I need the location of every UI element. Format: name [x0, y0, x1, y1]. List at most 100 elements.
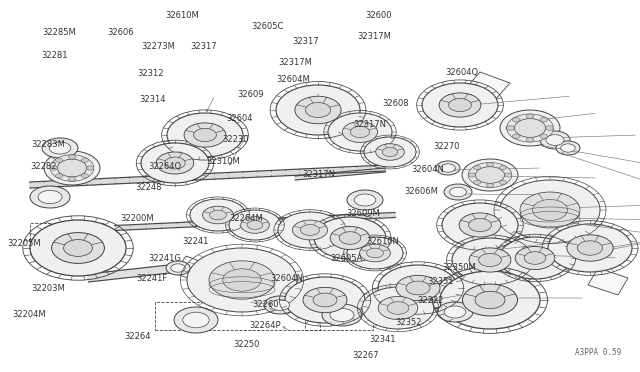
Ellipse shape — [459, 213, 501, 237]
Polygon shape — [465, 72, 510, 100]
Text: 32604N: 32604N — [270, 274, 303, 283]
Text: 32609: 32609 — [237, 90, 264, 99]
Ellipse shape — [475, 291, 505, 309]
Ellipse shape — [507, 114, 554, 142]
Ellipse shape — [50, 155, 94, 181]
Ellipse shape — [387, 302, 409, 314]
Text: 32317: 32317 — [292, 37, 319, 46]
Ellipse shape — [203, 206, 234, 224]
Text: 32351: 32351 — [427, 278, 454, 286]
Text: 32604: 32604 — [227, 114, 253, 123]
Ellipse shape — [278, 212, 342, 248]
Ellipse shape — [406, 281, 430, 295]
Ellipse shape — [56, 158, 63, 163]
Ellipse shape — [507, 126, 515, 130]
Polygon shape — [174, 256, 218, 285]
Text: 32241G: 32241G — [148, 254, 182, 263]
Ellipse shape — [469, 248, 511, 272]
Ellipse shape — [42, 138, 78, 158]
Ellipse shape — [520, 192, 580, 228]
Polygon shape — [588, 268, 628, 295]
Ellipse shape — [476, 167, 504, 183]
Ellipse shape — [193, 128, 216, 142]
Text: 32264: 32264 — [124, 332, 151, 341]
Ellipse shape — [499, 180, 506, 185]
Ellipse shape — [463, 284, 518, 316]
Ellipse shape — [264, 296, 296, 314]
Text: 32285M: 32285M — [42, 28, 76, 37]
Ellipse shape — [468, 218, 492, 232]
Ellipse shape — [364, 137, 416, 167]
Text: 32264M: 32264M — [230, 214, 263, 223]
Ellipse shape — [63, 240, 92, 256]
Text: 32204M: 32204M — [12, 310, 45, 319]
Ellipse shape — [68, 155, 76, 159]
Ellipse shape — [449, 99, 472, 112]
Ellipse shape — [247, 221, 263, 230]
Text: 32264P: 32264P — [250, 321, 282, 330]
Text: 32312: 32312 — [137, 69, 164, 78]
Ellipse shape — [223, 269, 261, 291]
Ellipse shape — [396, 275, 440, 301]
Ellipse shape — [378, 265, 458, 311]
Ellipse shape — [354, 194, 376, 206]
Ellipse shape — [276, 85, 360, 135]
Ellipse shape — [209, 261, 275, 299]
Text: 32273M: 32273M — [142, 42, 175, 51]
Ellipse shape — [512, 134, 520, 139]
Ellipse shape — [330, 308, 354, 322]
Ellipse shape — [479, 253, 501, 267]
Ellipse shape — [561, 144, 575, 152]
Text: 32341: 32341 — [369, 335, 396, 344]
Ellipse shape — [56, 174, 63, 178]
Text: 32317N: 32317N — [302, 170, 335, 179]
Ellipse shape — [187, 248, 297, 312]
Text: 32270: 32270 — [433, 142, 460, 151]
Ellipse shape — [328, 113, 392, 151]
Ellipse shape — [499, 166, 506, 170]
Ellipse shape — [524, 252, 546, 264]
Ellipse shape — [486, 163, 493, 167]
Text: 32605C: 32605C — [252, 22, 284, 31]
Ellipse shape — [295, 96, 341, 124]
Ellipse shape — [577, 241, 603, 255]
Ellipse shape — [452, 238, 528, 282]
Ellipse shape — [190, 199, 246, 231]
Ellipse shape — [436, 161, 460, 175]
Text: 32606: 32606 — [107, 28, 134, 37]
Ellipse shape — [330, 227, 370, 250]
Ellipse shape — [305, 103, 331, 118]
Ellipse shape — [303, 287, 347, 312]
Ellipse shape — [165, 157, 185, 169]
Text: 32260: 32260 — [252, 300, 279, 309]
Text: 32600: 32600 — [365, 11, 392, 20]
Ellipse shape — [347, 190, 383, 210]
Text: 32604N: 32604N — [411, 165, 444, 174]
Ellipse shape — [166, 261, 190, 275]
Ellipse shape — [30, 186, 70, 208]
Text: 32350M: 32350M — [443, 263, 476, 272]
Ellipse shape — [339, 232, 361, 244]
Ellipse shape — [313, 293, 337, 307]
Ellipse shape — [49, 142, 71, 154]
Ellipse shape — [378, 296, 418, 320]
Ellipse shape — [442, 203, 518, 247]
Ellipse shape — [474, 166, 481, 170]
Ellipse shape — [532, 199, 568, 221]
Ellipse shape — [462, 159, 518, 191]
Ellipse shape — [499, 237, 571, 279]
Ellipse shape — [450, 187, 467, 197]
Ellipse shape — [468, 173, 476, 177]
Text: 32248: 32248 — [135, 183, 162, 192]
Ellipse shape — [351, 126, 370, 138]
Ellipse shape — [81, 174, 88, 178]
Ellipse shape — [504, 173, 512, 177]
Polygon shape — [115, 212, 395, 231]
Ellipse shape — [444, 184, 472, 200]
Text: 32267: 32267 — [353, 351, 380, 360]
Text: 32605A: 32605A — [331, 254, 363, 263]
Ellipse shape — [422, 83, 498, 127]
Text: 32241: 32241 — [182, 237, 209, 246]
Ellipse shape — [167, 113, 243, 157]
Ellipse shape — [367, 248, 383, 258]
